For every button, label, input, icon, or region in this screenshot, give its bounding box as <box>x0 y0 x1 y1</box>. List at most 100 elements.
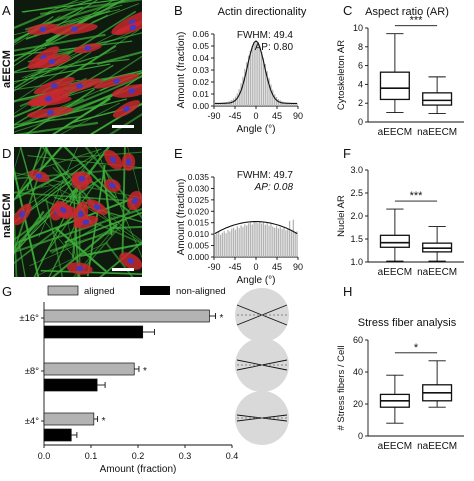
actin-fiber <box>14 147 48 202</box>
y-tick-label: 0.035 <box>188 172 210 182</box>
legend-label-aligned: aligned <box>84 286 115 297</box>
significance-marker: *** <box>410 190 424 202</box>
panel-letter-b: B <box>174 3 183 18</box>
nucleus <box>76 83 84 89</box>
y-tick-label: 0.015 <box>188 218 210 228</box>
x-tick-label: 0 <box>253 262 258 272</box>
histogram-bar <box>244 224 246 257</box>
y-axis-label: Amount (fraction) <box>176 179 187 256</box>
histogram-bar <box>294 232 296 257</box>
histogram-bar <box>225 233 227 257</box>
histogram-bar <box>227 101 229 106</box>
x-tick-label: 45 <box>272 262 282 272</box>
histogram-bar <box>251 46 253 106</box>
histogram-bar <box>296 231 298 257</box>
actin-fiber <box>64 211 142 244</box>
histogram-bar <box>292 219 294 257</box>
histogram-bar <box>251 224 253 257</box>
side-label-aeecm: aEECM <box>1 50 13 88</box>
histogram-bar <box>259 221 261 257</box>
histogram-bar <box>266 71 268 106</box>
histogram-bar <box>255 222 257 257</box>
y-axis-label: # Stress fibers / Cell <box>336 346 347 431</box>
histogram-bar <box>255 41 257 107</box>
actin-fiber <box>14 191 127 202</box>
category-label: naEECM <box>417 127 457 138</box>
histogram-bar <box>270 84 272 106</box>
histogram-bar <box>285 102 287 106</box>
y-tick-label: 6 <box>358 61 363 71</box>
bar-aligned <box>43 362 135 376</box>
actin-fiber <box>60 102 120 134</box>
significance-marker: *** <box>410 15 424 27</box>
scale-bar <box>112 125 134 128</box>
histogram-bar <box>257 223 259 257</box>
histogram-bar <box>287 102 289 106</box>
boxplot-h: 0 20 40 60 # Stress fibers / Cell aEECM naEECM… <box>336 335 464 452</box>
significance-marker: * <box>220 313 224 324</box>
nucleus <box>50 83 58 89</box>
actin-fiber <box>38 147 78 238</box>
y-tick-label: 0.05 <box>192 41 209 51</box>
y-tick-label: 10 <box>353 23 363 33</box>
actin-fiber <box>14 40 133 57</box>
x-tick-label: 0.2 <box>132 451 145 461</box>
histogram-bar <box>221 232 224 257</box>
category-label: ±8° <box>25 366 39 377</box>
histogram-b: 0.00 0.01 0.02 0.03 0.04 0.05 0.06 -90 -45 0 45 90 A… <box>176 29 303 135</box>
actin-fiber <box>14 149 106 216</box>
y-tick-label: 0.01 <box>192 89 209 99</box>
histogram-bar <box>247 223 250 257</box>
histogram-bar <box>294 103 296 106</box>
nucleus <box>78 175 86 182</box>
histogram-bar <box>264 224 266 257</box>
y-tick-label: 40 <box>353 367 363 377</box>
category-label: ±16° <box>19 313 39 324</box>
histogram-bar <box>225 102 227 106</box>
actin-fiber <box>14 47 47 57</box>
actin-fiber <box>127 147 142 204</box>
actin-fiber <box>48 0 80 13</box>
nucleus <box>127 258 134 264</box>
histogram-bar <box>279 227 281 257</box>
x-tick-label: 0.3 <box>179 451 192 461</box>
histogram-bar <box>218 231 220 257</box>
boxplot-c: 0 2 4 6 8 10 Cytoskeleton AR aEECM naEECM *** <box>336 15 464 138</box>
histogram-bar <box>268 77 270 106</box>
box <box>379 71 410 101</box>
nucleus <box>132 197 138 204</box>
category-label: aEECM <box>378 441 412 452</box>
actin-fiber <box>26 147 42 190</box>
side-label-naeecm: naEECM <box>1 193 13 238</box>
histogram-bar <box>249 222 252 257</box>
micrograph-aeecm <box>14 0 142 134</box>
panel-h-title: Stress fiber analysis <box>358 317 457 329</box>
actin-fiber <box>21 0 120 13</box>
actin-fiber <box>14 8 121 36</box>
y-axis-label: Amount (fraction) <box>176 32 187 109</box>
actin-fiber <box>40 269 142 275</box>
actin-fiber <box>14 63 111 83</box>
actin-fiber <box>96 50 142 66</box>
histogram-bar <box>262 222 265 257</box>
y-tick-label: 0.03 <box>192 65 209 75</box>
nucleus <box>84 45 92 51</box>
actin-fiber <box>14 50 87 92</box>
x-tick-label: 0.4 <box>226 451 239 461</box>
category-label: aEECM <box>378 267 412 278</box>
histogram-bar <box>234 96 237 106</box>
actin-fiber <box>52 96 111 134</box>
nucleus <box>60 206 67 214</box>
y-tick-label: 1.0 <box>350 257 363 267</box>
actin-fiber <box>108 113 142 134</box>
ap-b: AP: 0.80 <box>255 42 294 53</box>
y-tick-label: 2 <box>358 98 363 108</box>
panel-letter-f: F <box>343 146 351 161</box>
histogram-bar <box>227 230 229 257</box>
category-label: ±4° <box>25 416 39 427</box>
histogram-bar <box>219 234 222 257</box>
orientation-inset-4 <box>235 391 289 445</box>
histogram-bar <box>259 47 261 106</box>
boxplot-f: 1.0 1.5 2.0 2.5 3.0 Nuclei AR aEECM naEECM *** <box>336 165 464 278</box>
